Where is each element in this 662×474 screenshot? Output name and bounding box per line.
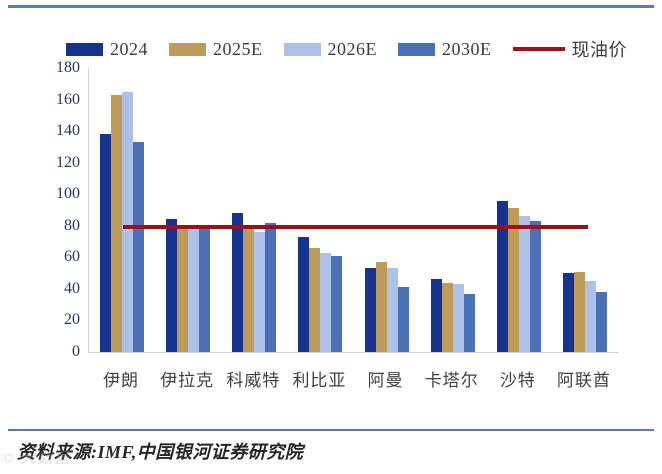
bar-利比亚-2025E xyxy=(309,247,321,352)
bar-科威特-2026E xyxy=(254,232,266,352)
legend-swatch-icon-0 xyxy=(66,42,103,56)
bar-伊朗-2024 xyxy=(100,134,112,352)
x-label-科威特: 科威特 xyxy=(226,371,281,390)
legend-item-2026E: 2026E xyxy=(283,38,378,60)
bar-group-卡塔尔 xyxy=(420,68,486,352)
bar-利比亚-2026E xyxy=(320,252,332,352)
bar-沙特-2025E xyxy=(507,208,519,352)
y-tick-40: 40 xyxy=(64,279,80,297)
bar-groups xyxy=(89,68,618,352)
legend-swatch-icon-3 xyxy=(398,42,435,56)
y-tick-20: 20 xyxy=(64,311,80,329)
bar-group-阿联酋 xyxy=(552,68,618,352)
x-label-利比亚: 利比亚 xyxy=(292,371,347,390)
x-label-伊朗: 伊朗 xyxy=(103,371,140,390)
bar-伊拉克-2030E xyxy=(199,228,211,352)
bar-阿联酋-2024 xyxy=(562,273,574,352)
bar-阿联酋-2030E xyxy=(595,292,607,352)
legend-label: 现油价 xyxy=(571,40,627,60)
bar-阿曼-2030E xyxy=(397,287,409,352)
x-label-沙特: 沙特 xyxy=(499,371,536,390)
bar-阿联酋-2026E xyxy=(584,281,596,352)
legend-item-现油价: 现油价 xyxy=(512,36,628,62)
y-tick-80: 80 xyxy=(64,216,80,234)
x-label-卡塔尔: 卡塔尔 xyxy=(424,371,479,390)
watermark: © 大数据 xyxy=(0,451,74,467)
bar-伊拉克-2025E xyxy=(177,228,189,352)
bar-沙特-2030E xyxy=(529,221,541,352)
legend-item-2030E: 2030E xyxy=(398,39,492,60)
bar-group-伊朗 xyxy=(89,68,155,352)
bar-group-利比亚 xyxy=(287,68,353,352)
y-tick-100: 100 xyxy=(56,185,80,203)
y-tick-120: 120 xyxy=(56,153,80,171)
bar-阿联酋-2025E xyxy=(573,271,585,352)
legend-label: 2024 xyxy=(110,38,148,59)
bar-伊朗-2026E xyxy=(122,91,134,352)
source-attribution: 资料来源:IMF,中国银河证券研究院 xyxy=(17,442,304,462)
bar-沙特-2026E xyxy=(518,216,530,352)
bar-阿曼-2026E xyxy=(386,268,398,352)
bar-伊拉克-2026E xyxy=(188,228,200,352)
legend-label: 2026E xyxy=(327,38,377,59)
bar-卡塔尔-2025E xyxy=(441,282,453,352)
reference-line-oil-price xyxy=(123,225,588,230)
bar-阿曼-2025E xyxy=(375,262,387,352)
bar-科威特-2024 xyxy=(232,213,244,352)
bar-阿曼-2024 xyxy=(364,268,376,352)
bar-group-伊拉克 xyxy=(155,68,221,352)
bar-伊拉克-2024 xyxy=(166,219,178,352)
legend-item-2024: 2024 xyxy=(66,39,148,60)
bar-沙特-2024 xyxy=(496,200,508,352)
legend-swatch-icon-1 xyxy=(169,42,206,56)
bar-卡塔尔-2030E xyxy=(463,293,475,352)
legend-swatch-icon-2 xyxy=(283,42,321,56)
bar-伊朗-2025E xyxy=(111,94,123,352)
chart-legend: 2024 2025E 2026E 2030E 现油价 xyxy=(66,36,628,62)
bar-科威特-2025E xyxy=(243,227,255,352)
y-tick-180: 180 xyxy=(56,59,80,76)
x-label-阿曼: 阿曼 xyxy=(367,371,404,390)
legend-label: 2025E xyxy=(213,38,263,59)
x-label-伊拉克: 伊拉克 xyxy=(160,371,215,390)
plot-area xyxy=(88,68,618,353)
x-label-阿联酋: 阿联酋 xyxy=(556,371,611,390)
y-tick-0: 0 xyxy=(72,343,80,360)
legend-label: 2030E xyxy=(442,38,492,59)
legend-line-icon-4 xyxy=(512,47,565,51)
top-border-line xyxy=(8,5,654,8)
bar-卡塔尔-2024 xyxy=(430,279,442,352)
bar-卡塔尔-2026E xyxy=(452,284,464,352)
y-tick-160: 160 xyxy=(56,90,80,108)
bar-group-阿曼 xyxy=(354,68,420,352)
bar-利比亚-2030E xyxy=(331,255,343,352)
legend-item-2025E: 2025E xyxy=(169,39,263,60)
bar-group-沙特 xyxy=(486,68,552,352)
bar-科威特-2030E xyxy=(265,222,277,352)
bar-伊朗-2030E xyxy=(133,142,145,352)
bar-利比亚-2024 xyxy=(298,236,310,352)
bar-group-科威特 xyxy=(221,68,287,352)
bottom-border-line xyxy=(8,429,654,431)
y-tick-60: 60 xyxy=(64,248,80,266)
y-tick-140: 140 xyxy=(56,122,80,140)
